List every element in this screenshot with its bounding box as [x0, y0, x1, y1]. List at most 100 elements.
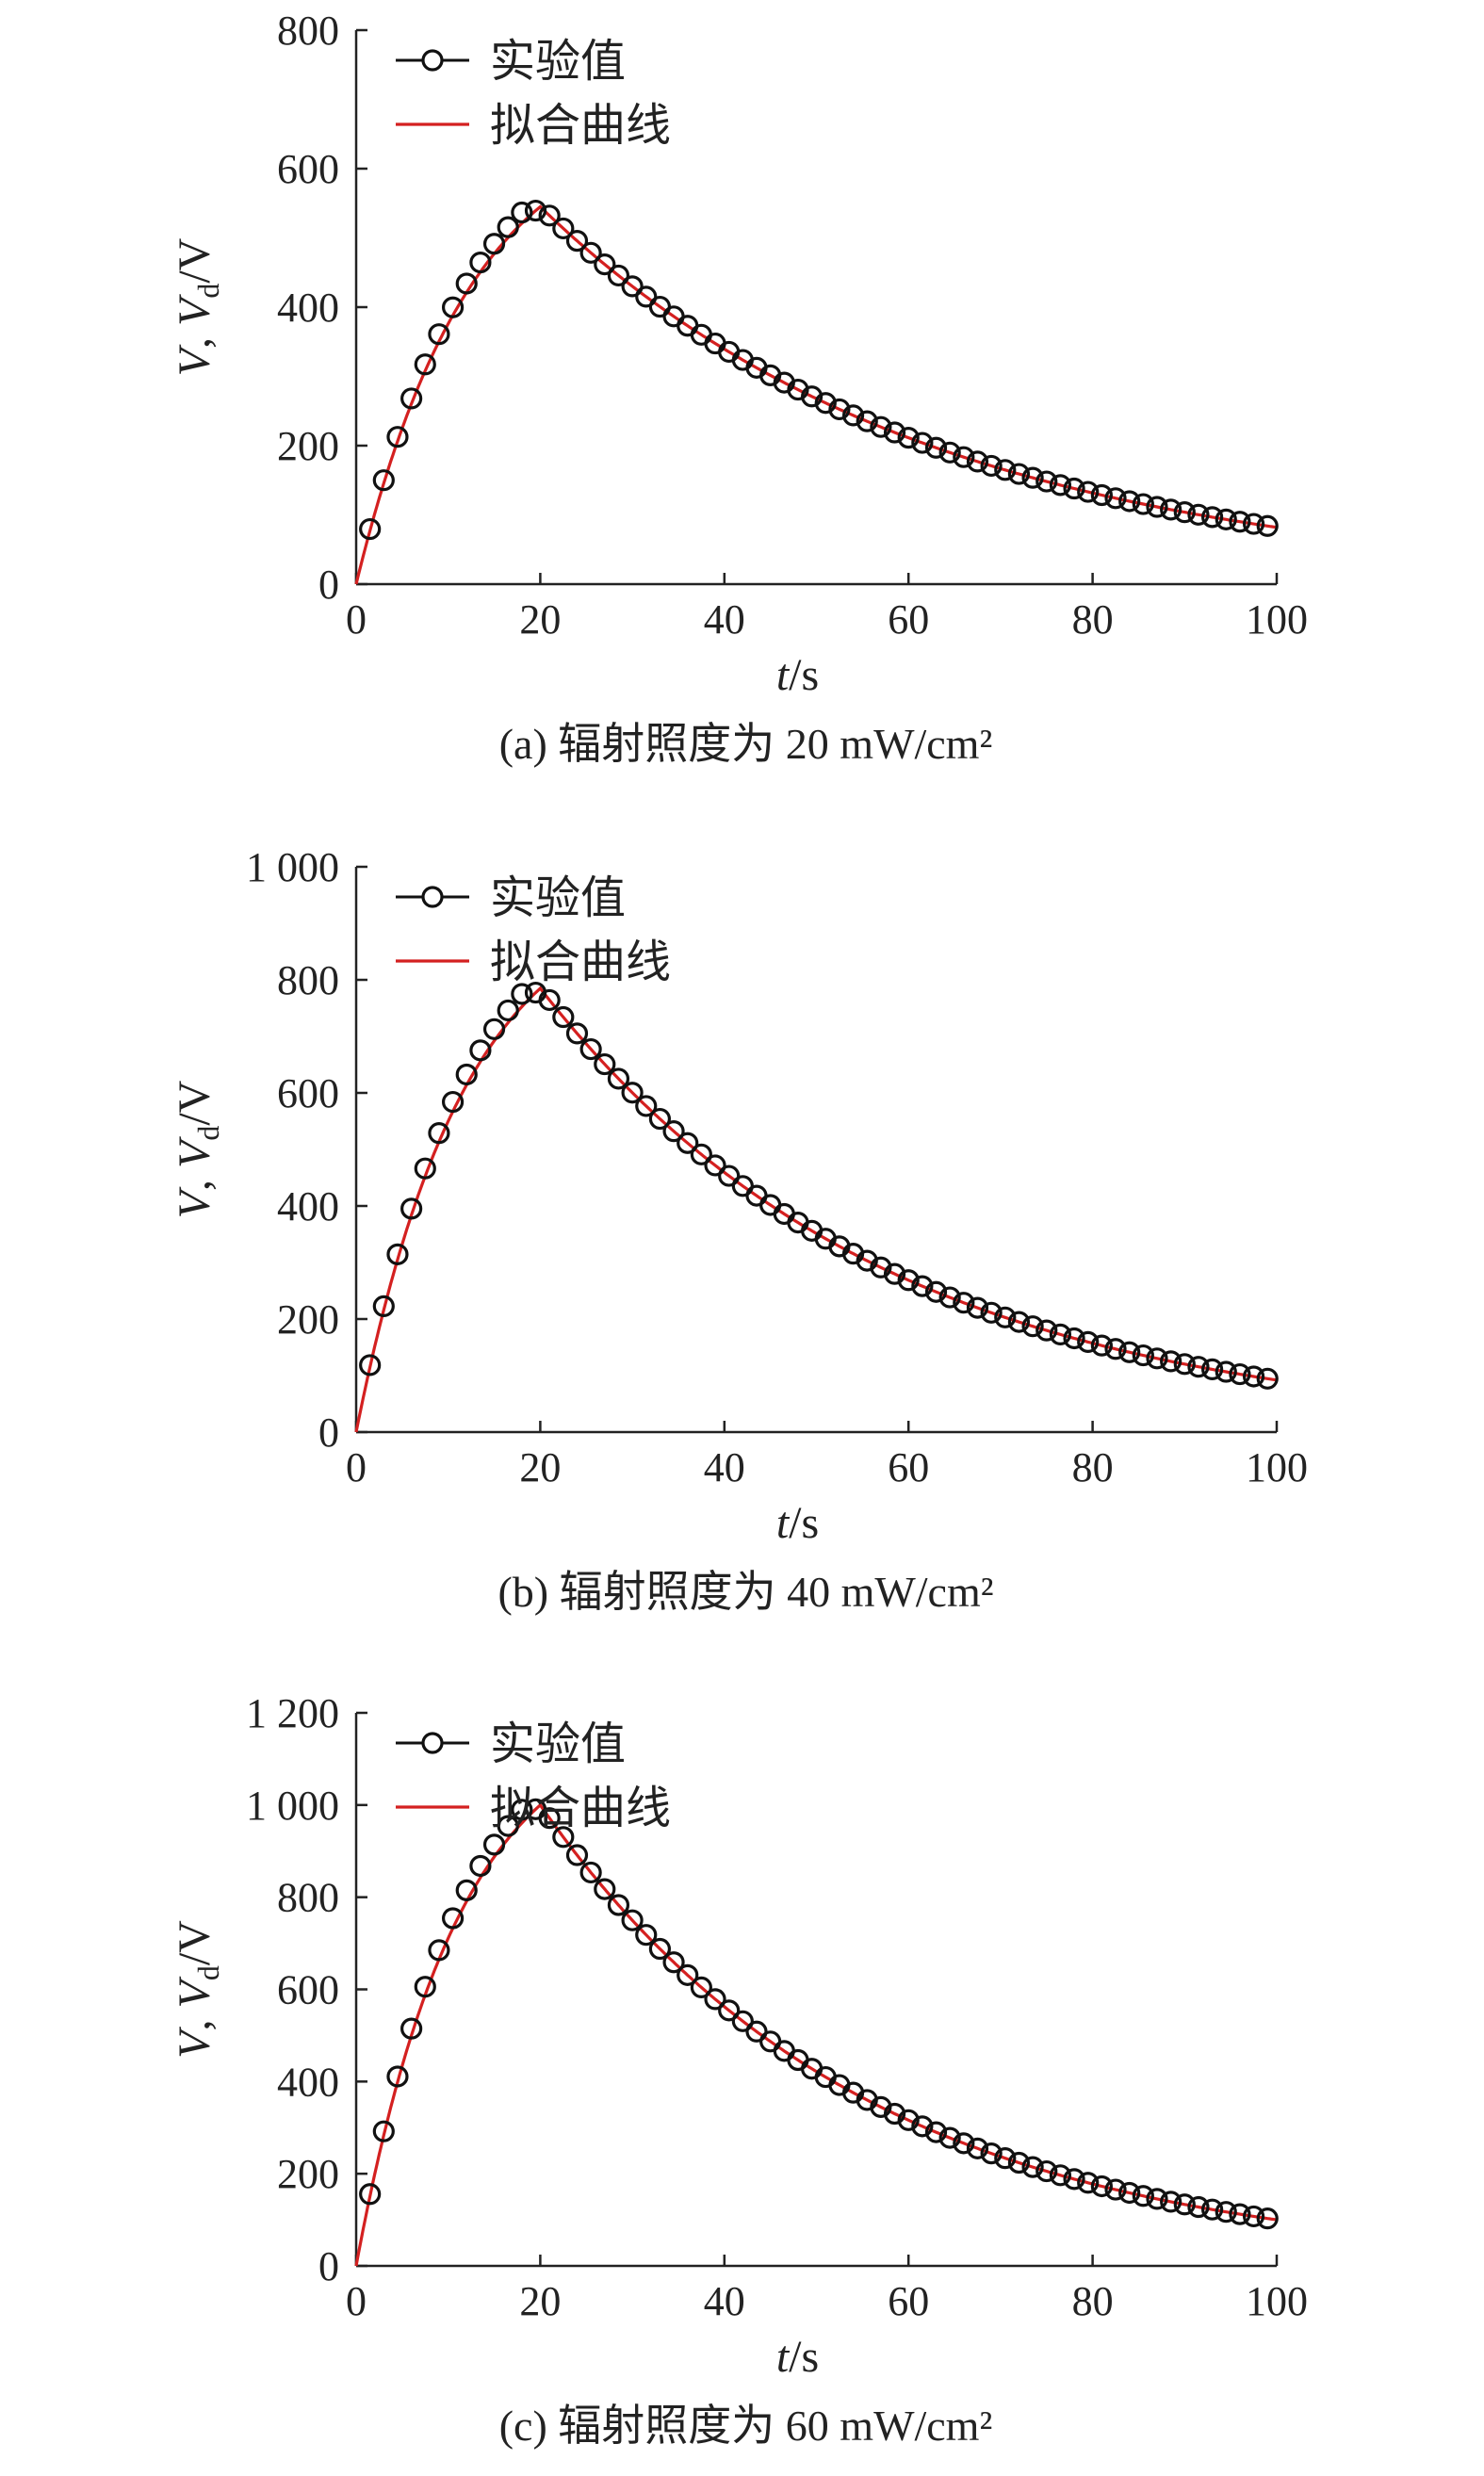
data-point [455, 1879, 478, 1901]
data-point [1256, 2207, 1279, 2230]
legend-label-experimental: 实验值 [490, 35, 626, 88]
data-point [1036, 470, 1058, 493]
data-point [1090, 2175, 1113, 2198]
y-tick-label: 400 [277, 285, 339, 331]
data-point [482, 1018, 506, 1040]
data-point [621, 1909, 644, 1931]
data-point [801, 385, 824, 408]
data-point [1229, 1362, 1251, 1386]
x-tick-label: 20 [519, 2278, 561, 2324]
x-tick-label: 80 [1072, 2278, 1114, 2324]
data-point [677, 1132, 699, 1154]
data-point [1215, 1360, 1237, 1383]
data-point [482, 1833, 506, 1856]
data-point [469, 1039, 492, 1062]
y-axis-label: V, Vd/V [170, 1920, 225, 2059]
data-point [1118, 1341, 1141, 1363]
data-point [469, 1854, 492, 1878]
x-axis-label: t/s [776, 650, 819, 700]
data-point [870, 1256, 892, 1279]
y-tick-label: 1 200 [246, 1690, 339, 1736]
fit-curve [354, 986, 1278, 1433]
data-point [704, 1988, 726, 2011]
data-point [953, 2132, 975, 2155]
y-tick-label: 400 [277, 2059, 339, 2105]
data-point [1007, 2151, 1031, 2175]
data-point [1132, 493, 1154, 515]
data-point [538, 204, 561, 227]
data-point [883, 2102, 906, 2126]
y-tick-label: 200 [277, 2151, 339, 2197]
data-point [359, 517, 382, 541]
data-point [359, 1354, 382, 1376]
data-point [497, 216, 519, 238]
data-point [621, 1082, 644, 1104]
data-point [966, 1296, 989, 1319]
legend-marker-experimental [421, 1732, 444, 1754]
data-point [690, 1976, 712, 1998]
y-axis-label: V, Vd/V [170, 1080, 225, 1218]
data-point [386, 2065, 409, 2088]
data-point [552, 217, 575, 240]
x-tick-label: 100 [1246, 596, 1308, 643]
data-point [565, 1844, 589, 1866]
data-point [662, 1120, 685, 1143]
legend-marker-experimental [421, 886, 444, 908]
data-point [607, 1067, 630, 1090]
data-point [1146, 2188, 1168, 2210]
data-point [648, 1107, 672, 1131]
data-point [897, 2109, 920, 2131]
data-point [1201, 2198, 1224, 2221]
data-point [1173, 2193, 1196, 2216]
x-tick-label: 80 [1072, 1444, 1114, 1490]
data-point [359, 2183, 382, 2206]
data-point [414, 1157, 436, 1180]
x-tick-label: 40 [704, 596, 745, 643]
legend-label-fit: 拟合曲线 [490, 936, 671, 988]
data-point [690, 1143, 712, 1165]
data-point [441, 296, 465, 318]
data-point [511, 1799, 533, 1821]
data-point [980, 454, 1003, 478]
data-point [662, 1951, 685, 1974]
data-point [1118, 2181, 1141, 2205]
data-point [1021, 1315, 1044, 1338]
data-point [579, 1037, 602, 1061]
data-point [1104, 2178, 1127, 2201]
data-point [718, 1165, 741, 1187]
data-point [1007, 463, 1031, 485]
data-point [994, 2147, 1017, 2170]
data-point [1242, 513, 1265, 535]
data-point [1146, 1347, 1168, 1370]
data-point [635, 285, 658, 308]
data-point [911, 1275, 934, 1297]
x-tick-label: 0 [346, 596, 367, 643]
data-point [1160, 1350, 1182, 1373]
y-tick-label: 800 [277, 957, 339, 1003]
data-point [455, 1063, 478, 1086]
data-point [607, 264, 630, 287]
data-point [552, 1005, 575, 1029]
data-point [414, 353, 436, 376]
data-point [594, 1052, 616, 1076]
data-point [372, 1295, 395, 1317]
data-point [594, 1878, 616, 1900]
data-point [1118, 490, 1141, 513]
y-tick-label: 800 [277, 8, 339, 54]
data-point [1146, 496, 1168, 518]
y-axis-label: V, Vd/V [170, 237, 225, 376]
data-point [497, 999, 519, 1022]
data-point [579, 1861, 602, 1884]
data-point [1063, 1327, 1085, 1350]
data-point [455, 272, 478, 295]
data-point [1049, 474, 1072, 497]
y-tick-label: 0 [318, 1409, 339, 1456]
chart-caption: (c) 辐射照度为 60 mW/cm² [499, 2402, 993, 2450]
data-point [953, 1292, 975, 1314]
data-point [579, 241, 602, 264]
x-tick-label: 40 [704, 1444, 745, 1490]
y-tick-label: 0 [318, 2243, 339, 2289]
data-point [924, 1280, 948, 1303]
data-point [731, 2010, 754, 2032]
